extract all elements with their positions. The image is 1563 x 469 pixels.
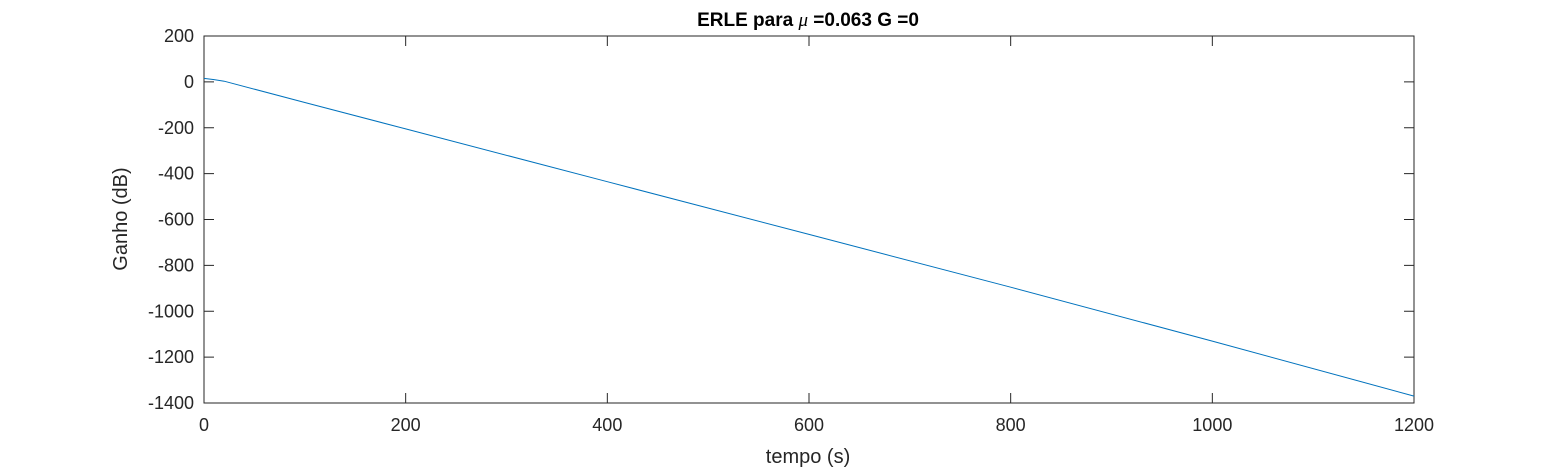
y-tick-label: -400 <box>158 164 194 184</box>
y-tick-label: -1400 <box>148 393 194 413</box>
x-tick-label: 400 <box>592 415 622 435</box>
y-axis-label: Ganho (dB) <box>110 167 132 270</box>
y-tick-label: 200 <box>164 26 194 46</box>
y-tick-label: -200 <box>158 118 194 138</box>
x-tick-label: 800 <box>996 415 1026 435</box>
x-tick-label: 200 <box>391 415 421 435</box>
chart-title: ERLE para μ =0.063 G =0 <box>697 10 919 31</box>
x-tick-label: 1000 <box>1192 415 1232 435</box>
x-axis-label: tempo (s) <box>766 446 850 468</box>
chart-title-prefix: ERLE para <box>697 10 798 31</box>
y-tick-label: -1200 <box>148 347 194 367</box>
chart-title-mu: μ <box>797 10 808 31</box>
x-tick-label: 0 <box>199 415 209 435</box>
y-tick-label: -600 <box>158 210 194 230</box>
y-tick-label: 0 <box>184 72 194 92</box>
x-tick-label: 1200 <box>1394 415 1434 435</box>
erle-series-line <box>203 77 1415 397</box>
y-tick-label: -800 <box>158 255 194 275</box>
x-tick-label: 600 <box>794 415 824 435</box>
plot-area: 0 200 400 600 800 1000 1200 200 0 -200 -400 -600 -80… <box>148 26 1434 435</box>
plot-frame <box>203 35 1415 404</box>
chart-title-suffix: =0.063 G =0 <box>808 10 919 31</box>
y-tick-label: -1000 <box>148 301 194 321</box>
